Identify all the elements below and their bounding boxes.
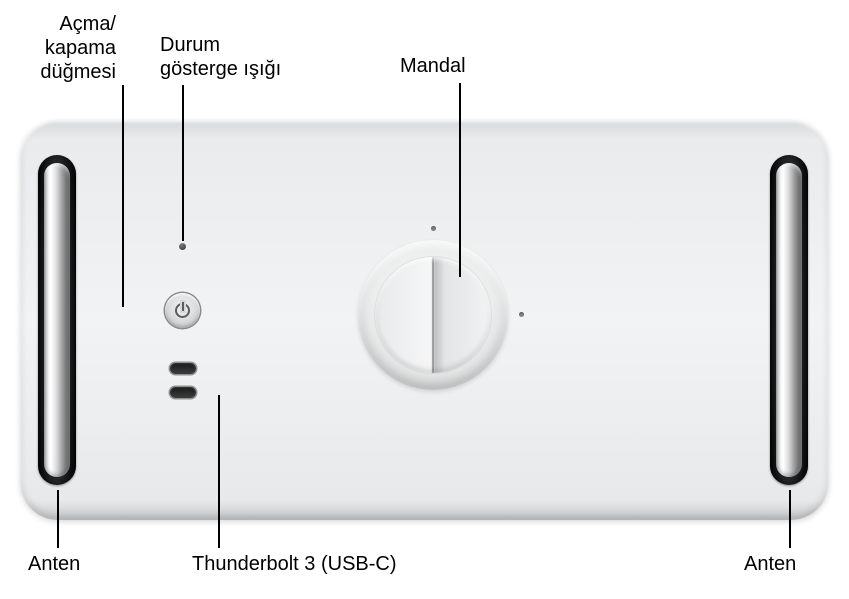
antenna-handle-right	[770, 155, 808, 485]
latch-alignment-dot-top	[431, 226, 436, 231]
leader-power-button	[122, 85, 124, 307]
power-icon	[175, 303, 190, 318]
label-latch: Mandal	[400, 54, 520, 78]
thunderbolt-port-2	[170, 387, 196, 398]
label-thunderbolt: Thunderbolt 3 (USB-C)	[192, 552, 452, 576]
label-antenna-left: Anten	[28, 552, 108, 576]
antenna-handle-left	[38, 155, 76, 485]
leader-status-light	[182, 85, 184, 241]
leader-antenna-right	[789, 490, 791, 548]
leader-thunderbolt	[218, 395, 220, 548]
latch-knob	[375, 257, 491, 373]
latch-alignment-dot-right	[519, 312, 524, 317]
status-indicator-light	[179, 243, 186, 250]
leader-latch	[459, 83, 461, 277]
label-antenna-right: Anten	[744, 552, 824, 576]
power-button	[165, 293, 200, 328]
leader-antenna-left	[57, 490, 59, 548]
label-power-button: Açma/kapamadüğmesi	[16, 12, 116, 84]
thunderbolt-port-1	[170, 363, 196, 374]
label-status-light: Durumgösterge ışığı	[160, 33, 310, 81]
